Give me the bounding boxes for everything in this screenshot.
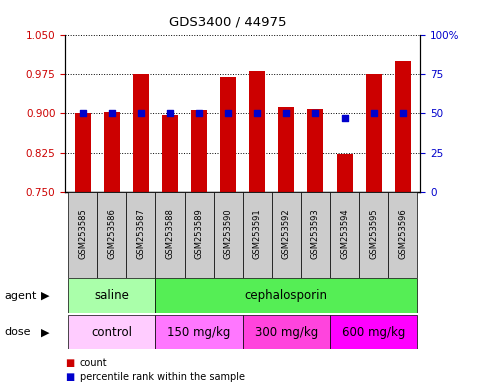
Point bbox=[312, 110, 319, 116]
Point bbox=[137, 110, 145, 116]
Bar bbox=[359, 192, 388, 278]
Point bbox=[79, 110, 86, 116]
Text: GSM253590: GSM253590 bbox=[224, 208, 233, 259]
Point bbox=[166, 110, 174, 116]
Text: cephalosporin: cephalosporin bbox=[245, 289, 328, 302]
Text: GSM253594: GSM253594 bbox=[340, 208, 349, 259]
Bar bbox=[249, 71, 265, 192]
Text: saline: saline bbox=[94, 289, 129, 302]
Bar bbox=[272, 192, 301, 278]
Bar bbox=[156, 278, 417, 313]
Text: GSM253585: GSM253585 bbox=[78, 208, 87, 259]
Bar bbox=[395, 61, 411, 192]
Text: agent: agent bbox=[5, 291, 37, 301]
Text: GSM253592: GSM253592 bbox=[282, 208, 291, 259]
Bar bbox=[301, 192, 330, 278]
Bar bbox=[308, 109, 324, 192]
Text: 150 mg/kg: 150 mg/kg bbox=[168, 326, 231, 339]
Bar bbox=[185, 192, 213, 278]
Text: count: count bbox=[80, 358, 107, 368]
Point bbox=[341, 115, 348, 121]
Point bbox=[224, 110, 232, 116]
Point bbox=[254, 110, 261, 116]
Bar bbox=[191, 109, 207, 192]
Text: GDS3400 / 44975: GDS3400 / 44975 bbox=[170, 15, 287, 28]
Text: GSM253591: GSM253591 bbox=[253, 208, 262, 259]
Bar bbox=[213, 192, 243, 278]
Text: ■: ■ bbox=[65, 358, 74, 368]
Point bbox=[370, 110, 378, 116]
Bar bbox=[243, 315, 330, 349]
Bar bbox=[97, 192, 127, 278]
Bar bbox=[75, 113, 91, 192]
Text: GSM253587: GSM253587 bbox=[136, 208, 145, 259]
Bar bbox=[243, 192, 272, 278]
Bar bbox=[388, 192, 417, 278]
Bar bbox=[162, 115, 178, 192]
Bar bbox=[278, 107, 294, 192]
Text: ▶: ▶ bbox=[41, 327, 50, 337]
Bar bbox=[156, 315, 243, 349]
Bar bbox=[68, 315, 156, 349]
Text: GSM253593: GSM253593 bbox=[311, 208, 320, 259]
Bar bbox=[330, 315, 417, 349]
Text: 600 mg/kg: 600 mg/kg bbox=[342, 326, 405, 339]
Bar bbox=[68, 278, 156, 313]
Text: dose: dose bbox=[5, 327, 31, 337]
Text: ■: ■ bbox=[65, 372, 74, 382]
Point bbox=[283, 110, 290, 116]
Bar bbox=[220, 76, 236, 192]
Bar bbox=[68, 192, 97, 278]
Text: GSM253589: GSM253589 bbox=[195, 208, 203, 259]
Text: 300 mg/kg: 300 mg/kg bbox=[255, 326, 318, 339]
Bar bbox=[156, 192, 185, 278]
Bar bbox=[104, 112, 120, 192]
Bar bbox=[337, 154, 353, 192]
Text: GSM253595: GSM253595 bbox=[369, 208, 378, 259]
Bar bbox=[330, 192, 359, 278]
Text: ▶: ▶ bbox=[41, 291, 50, 301]
Text: GSM253588: GSM253588 bbox=[166, 208, 174, 259]
Point bbox=[399, 110, 407, 116]
Text: percentile rank within the sample: percentile rank within the sample bbox=[80, 372, 245, 382]
Bar bbox=[366, 74, 382, 192]
Text: control: control bbox=[91, 326, 132, 339]
Text: GSM253596: GSM253596 bbox=[398, 208, 407, 259]
Bar bbox=[133, 74, 149, 192]
Point bbox=[195, 110, 203, 116]
Point bbox=[108, 110, 115, 116]
Bar bbox=[127, 192, 156, 278]
Text: GSM253586: GSM253586 bbox=[107, 208, 116, 259]
